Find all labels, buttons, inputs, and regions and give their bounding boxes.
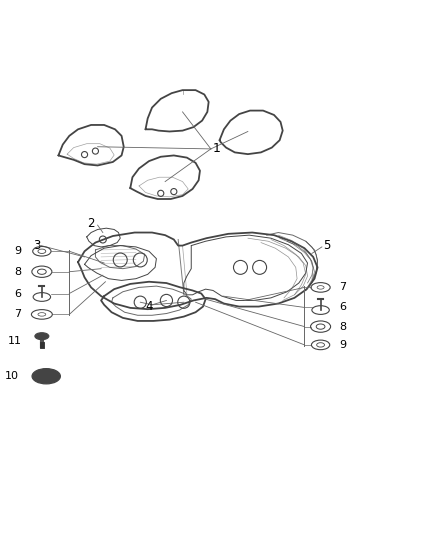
Text: 1: 1 xyxy=(213,142,221,156)
Text: 3: 3 xyxy=(34,239,41,252)
Text: 8: 8 xyxy=(339,321,346,332)
Text: 5: 5 xyxy=(323,239,331,252)
Text: 11: 11 xyxy=(7,336,21,345)
Text: 2: 2 xyxy=(87,217,95,230)
Text: 10: 10 xyxy=(4,372,18,381)
Text: 6: 6 xyxy=(339,302,346,312)
Text: 9: 9 xyxy=(339,340,346,350)
Text: 7: 7 xyxy=(339,282,346,293)
Text: 6: 6 xyxy=(14,288,21,298)
Text: 4: 4 xyxy=(145,300,153,313)
Text: 7: 7 xyxy=(14,309,21,319)
Ellipse shape xyxy=(32,369,60,384)
Text: 9: 9 xyxy=(14,246,21,256)
Ellipse shape xyxy=(35,333,49,340)
Text: 8: 8 xyxy=(14,266,21,277)
